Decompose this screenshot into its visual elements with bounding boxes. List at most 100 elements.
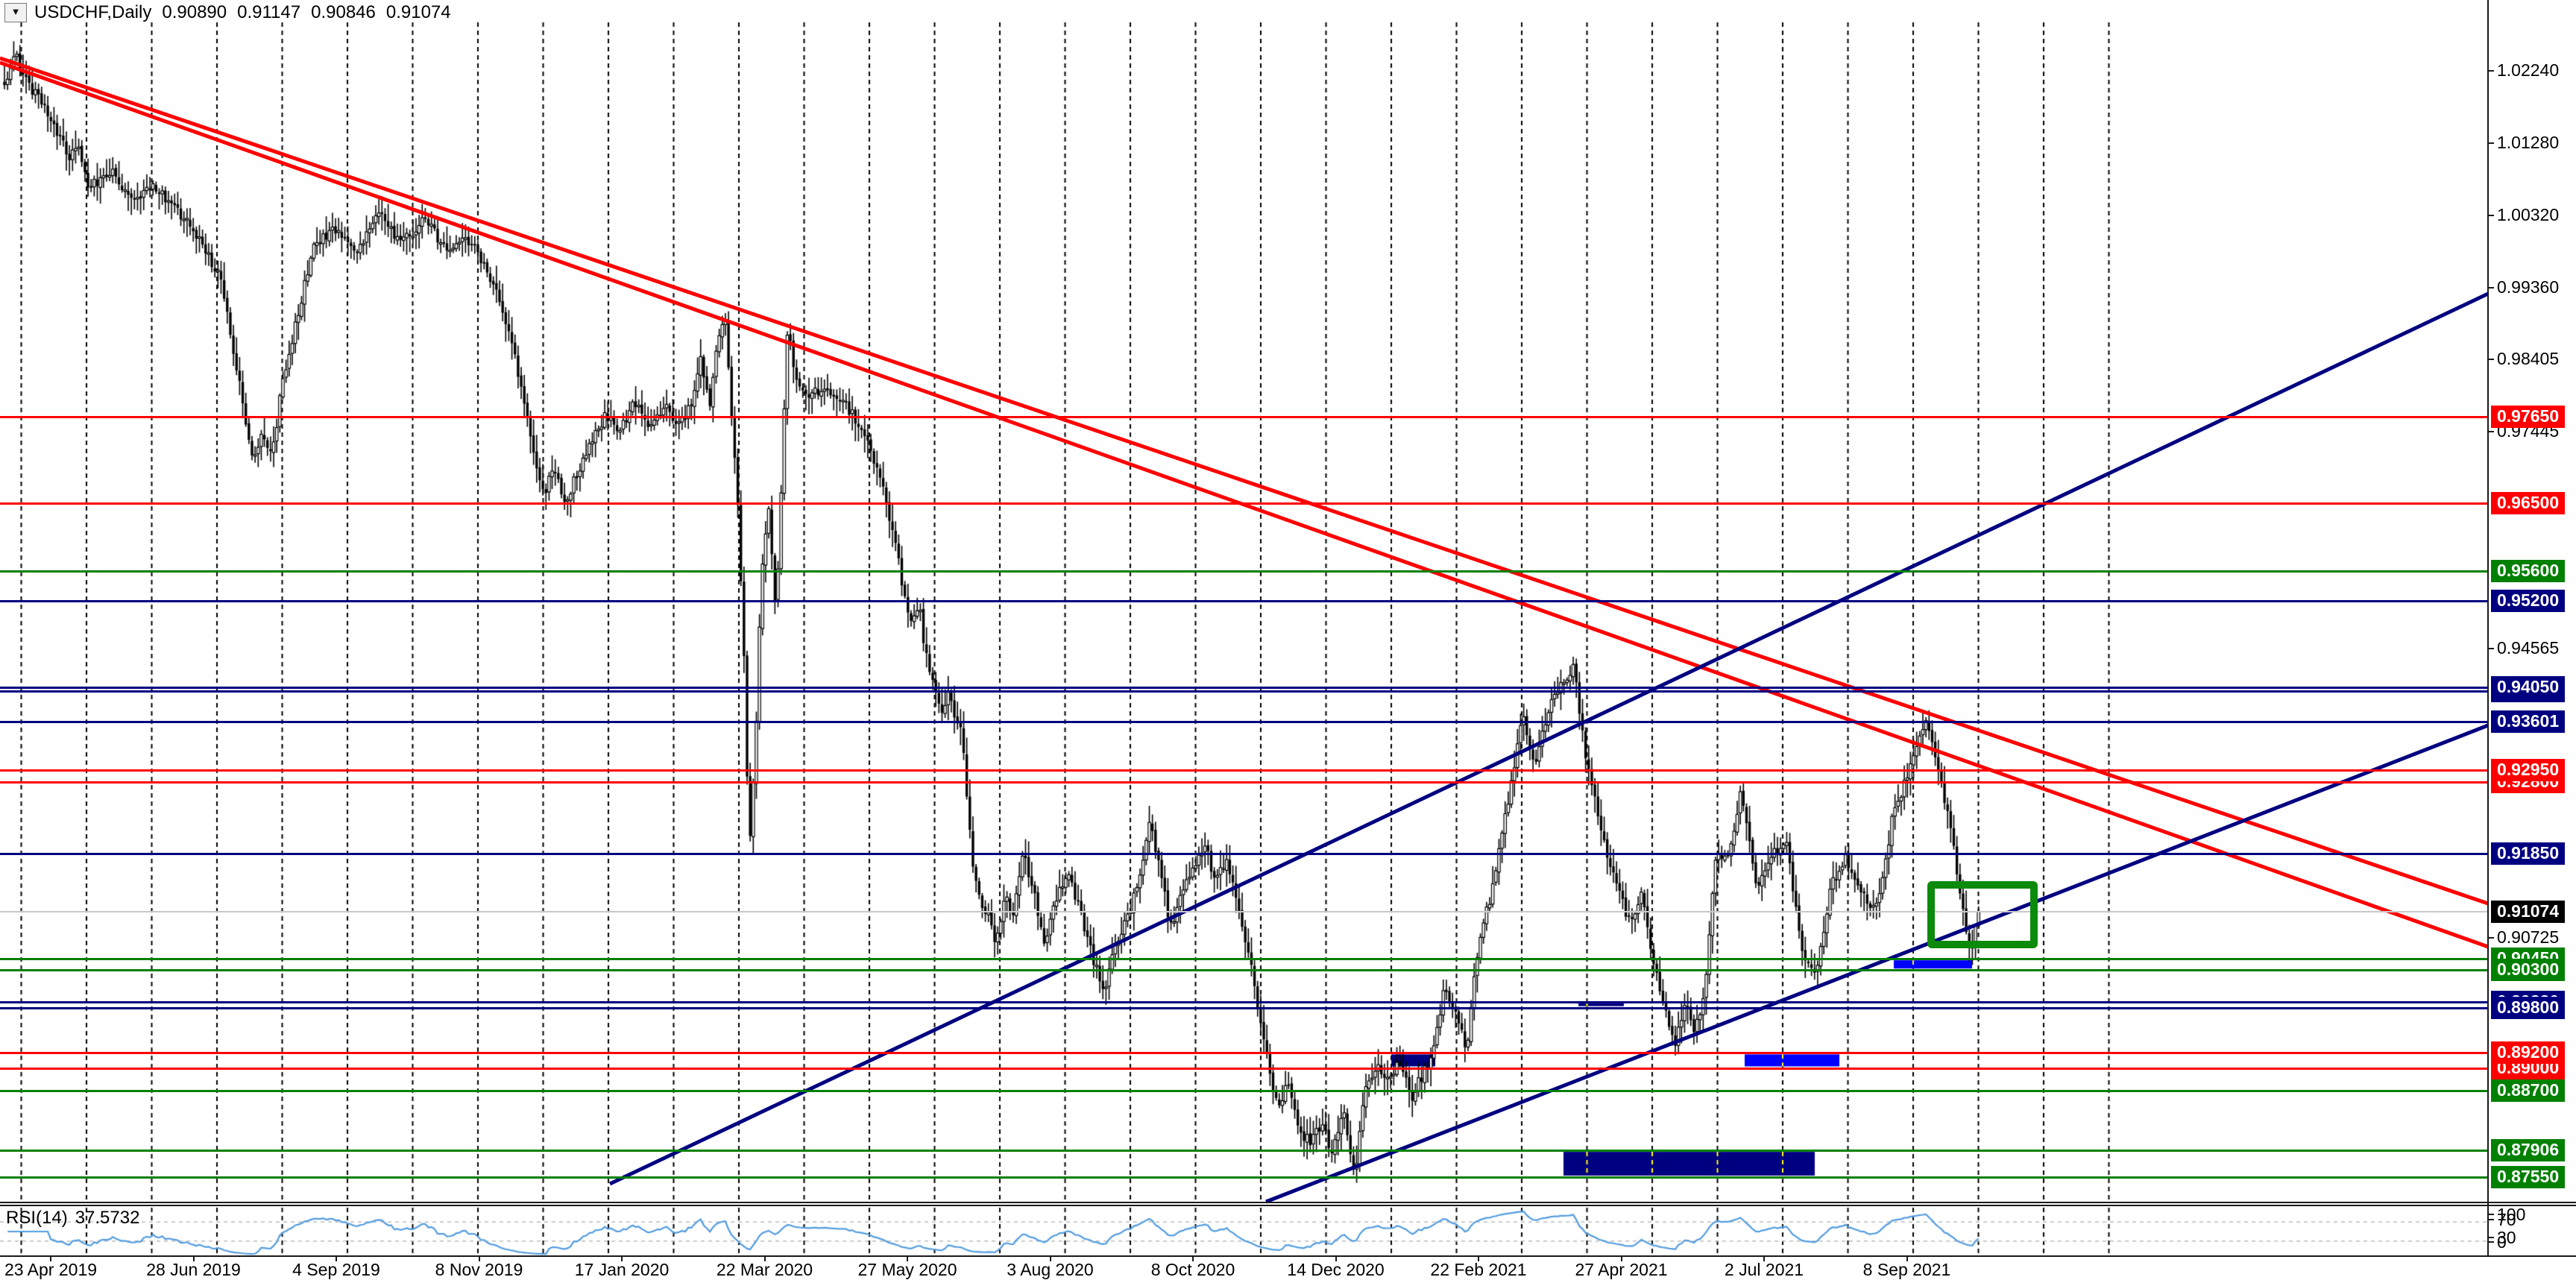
time-axis-tick	[50, 1255, 51, 1261]
price-axis-tick	[2487, 937, 2494, 939]
price-tick-label-0.98405: 0.98405	[2497, 349, 2560, 369]
highlight-rectangle[interactable]	[1927, 881, 2038, 948]
time-label-4-Sep-2019: 4 Sep 2019	[292, 1260, 380, 1279]
price-axis-tick	[2487, 214, 2494, 216]
level-line-0.95600[interactable]	[0, 570, 2488, 573]
level-price-label-0.89200: 0.89200	[2491, 1041, 2566, 1065]
pane-separator-bottom[interactable]	[0, 1205, 2576, 1206]
price-axis-tick	[2487, 1237, 2494, 1238]
pane-separator-top[interactable]	[0, 1202, 2576, 1203]
level-line-0.90300[interactable]	[0, 969, 2488, 972]
price-axis-tick	[2487, 1241, 2494, 1243]
ohlc-readout: USDCHF,Daily 0.90890 0.91147 0.90846 0.91074	[34, 2, 462, 23]
time-label-22-Mar-2020: 22 Mar 2020	[716, 1260, 813, 1279]
time-axis-tick	[621, 1255, 623, 1261]
time-axis-tick	[1620, 1255, 1622, 1261]
level-line-0.89880[interactable]	[0, 1000, 2488, 1003]
time-axis-tick	[907, 1255, 908, 1261]
rsi-scale-label-100: 100	[2497, 1205, 2526, 1224]
rsi-name: RSI(14)	[6, 1208, 68, 1228]
level-line-0.92950[interactable]	[0, 769, 2488, 772]
level-line-0.95200[interactable]	[0, 600, 2488, 603]
level-price-label-0.90300: 0.90300	[2491, 959, 2566, 982]
level-price-label-0.95600: 0.95600	[2491, 559, 2566, 582]
time-axis-tick	[1192, 1255, 1194, 1261]
close-value: 0.91074	[385, 2, 451, 22]
level-price-label-0.95200: 0.95200	[2491, 590, 2566, 613]
price-axis-tick	[2487, 1219, 2494, 1220]
level-line-0.89200[interactable]	[0, 1052, 2488, 1055]
level-price-label-0.93601: 0.93601	[2491, 710, 2566, 733]
level-line-0.89000[interactable]	[0, 1067, 2488, 1070]
chart-info-bar: ▼ USDCHF,Daily 0.90890 0.91147 0.90846 0.910…	[4, 2, 462, 23]
level-line-0.91850[interactable]	[0, 852, 2488, 855]
time-label-8-Nov-2019: 8 Nov 2019	[435, 1260, 523, 1279]
time-label-3-Aug-2020: 3 Aug 2020	[1007, 1260, 1094, 1279]
level-price-label-0.97650: 0.97650	[2491, 405, 2566, 428]
price-tick-label-0.99360: 0.99360	[2497, 277, 2560, 297]
price-axis-tick	[2487, 286, 2494, 289]
price-tick-label-0.94565: 0.94565	[2497, 638, 2560, 658]
level-line-0.90450[interactable]	[0, 958, 2488, 961]
open-value: 0.90890	[162, 2, 227, 22]
level-line-0.87906[interactable]	[0, 1150, 2488, 1153]
price-tick-label-1.00320: 1.00320	[2497, 204, 2560, 224]
level-line-0.96500[interactable]	[0, 502, 2488, 505]
time-axis[interactable]	[0, 1255, 2576, 1279]
time-axis-tick	[1335, 1255, 1337, 1261]
price-axis-tick	[2487, 70, 2494, 72]
level-line-0.94050[interactable]	[0, 687, 2488, 690]
level-price-label-0.88700: 0.88700	[2491, 1079, 2566, 1102]
time-axis-tick	[1049, 1255, 1051, 1261]
time-label-27-Apr-2021: 27 Apr 2021	[1575, 1260, 1668, 1279]
price-axis-tick	[2487, 431, 2494, 433]
rsi-current-value: 37.5732	[75, 1208, 140, 1228]
level-line-0.92800[interactable]	[0, 781, 2488, 784]
level-price-label-0.89800: 0.89800	[2491, 996, 2566, 1019]
level-price-label-0.94050: 0.94050	[2491, 676, 2566, 699]
level-price-label-0.87906: 0.87906	[2491, 1139, 2566, 1162]
time-axis-tick	[478, 1255, 480, 1261]
level-line-0.97650[interactable]	[0, 415, 2488, 418]
time-label-17-Jan-2020: 17 Jan 2020	[574, 1260, 670, 1279]
price-axis-tick	[2487, 142, 2494, 144]
level-price-label-0.96500: 0.96500	[2491, 491, 2566, 514]
price-tick-label-1.02240: 1.02240	[2497, 60, 2560, 80]
time-axis-tick	[1906, 1255, 1908, 1261]
level-line-0.89800[interactable]	[0, 1006, 2488, 1009]
time-axis-tick	[336, 1255, 337, 1261]
current-bid-line	[0, 911, 2488, 912]
level-line-0.93601[interactable]	[0, 720, 2488, 723]
level-price-label-0.87550: 0.87550	[2491, 1165, 2566, 1188]
time-axis-tick	[1478, 1255, 1479, 1261]
price-axis-tick	[2487, 1214, 2494, 1215]
price-tick-label-0.90725: 0.90725	[2497, 927, 2560, 948]
high-value: 0.91147	[237, 2, 301, 22]
time-axis-tick	[1763, 1255, 1765, 1261]
time-label-2-Jul-2021: 2 Jul 2021	[1724, 1260, 1804, 1279]
level-line-0.87550[interactable]	[0, 1176, 2488, 1179]
level-line-0.94000[interactable]	[0, 690, 2488, 693]
time-axis-tick	[192, 1255, 195, 1261]
time-label-8-Oct-2020: 8 Oct 2020	[1150, 1260, 1235, 1279]
time-label-23-Apr-2019: 23 Apr 2019	[4, 1260, 98, 1279]
time-label-28-Jun-2019: 28 Jun 2019	[146, 1260, 241, 1279]
price-axis-tick	[2487, 359, 2494, 361]
level-price-label-0.91850: 0.91850	[2491, 842, 2566, 865]
time-label-27-May-2020: 27 May 2020	[857, 1260, 957, 1279]
symbol-period-label: USDCHF,Daily	[34, 2, 152, 22]
low-value: 0.90846	[311, 2, 376, 22]
time-label-8-Sep-2021: 8 Sep 2021	[1862, 1260, 1951, 1279]
time-axis-tick	[763, 1255, 766, 1261]
collapse-ohlc-button[interactable]: ▼	[4, 3, 27, 22]
rsi-scale-label-0: 0	[2497, 1232, 2507, 1252]
level-price-label-0.92950: 0.92950	[2491, 759, 2566, 782]
rsi-scale-label-70: 70	[2497, 1210, 2516, 1229]
rsi-scale-label-30: 30	[2497, 1228, 2516, 1247]
time-label-22-Feb-2021: 22 Feb 2021	[1430, 1260, 1527, 1279]
time-label-14-Dec-2020: 14 Dec 2020	[1287, 1260, 1385, 1279]
price-tick-label-1.01280: 1.01280	[2497, 132, 2560, 152]
level-line-0.88700[interactable]	[0, 1089, 2488, 1092]
